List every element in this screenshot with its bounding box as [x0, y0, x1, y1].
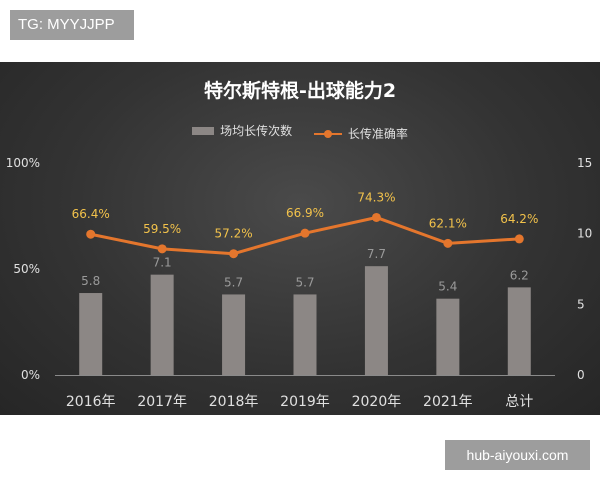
- line-value-label: 66.9%: [286, 206, 324, 220]
- x-axis-tick-label: 2017年: [137, 394, 187, 410]
- line-point: [86, 229, 96, 239]
- bar-value-label: 5.7: [295, 275, 314, 289]
- tag-label: TG: MYYJJPP: [10, 10, 134, 40]
- right-axis-tick-label: 0: [577, 368, 585, 382]
- legend-swatch-line: [313, 129, 342, 138]
- left-axis-tick-label: 50%: [13, 262, 40, 276]
- bar-value-label: 7.1: [153, 256, 172, 270]
- line-value-label: 74.3%: [357, 190, 395, 204]
- bar: [436, 298, 460, 375]
- chart-panel: 特尔斯特根-出球能力2 场均长传次数 长传准确率 100% 50% 0% 15 10 5 0…: [0, 62, 600, 415]
- line-value-label: 62.1%: [429, 216, 467, 230]
- bar: [293, 294, 317, 375]
- line-point: [300, 228, 310, 238]
- x-axis-tick-label: 2020年: [352, 394, 402, 410]
- right-axis-tick-label: 10: [577, 227, 592, 241]
- line-value-label: 59.5%: [143, 222, 181, 236]
- x-axis-tick-label: 2021年: [423, 394, 473, 410]
- x-axis-tick-label: 2016年: [66, 394, 116, 410]
- right-axis-tick-label: 15: [577, 156, 592, 170]
- left-axis-tick-label: 100%: [6, 156, 40, 170]
- bar-value-label: 7.7: [367, 247, 386, 261]
- watermark-label: hub-aiyouxi.com: [445, 440, 590, 470]
- x-axis-tick-label: 2018年: [209, 394, 259, 410]
- line-point: [443, 238, 453, 248]
- line-value-label: 57.2%: [215, 227, 253, 241]
- legend-item-bar: 场均长传次数: [192, 122, 292, 139]
- bar: [79, 293, 103, 375]
- line-point: [371, 212, 381, 222]
- legend-item-line: 长传准确率: [313, 125, 408, 142]
- bar-value-label: 5.8: [81, 274, 100, 288]
- bar-value-label: 6.2: [510, 268, 529, 282]
- x-axis-tick-label: 2019年: [280, 394, 330, 410]
- bar: [150, 274, 174, 375]
- line-point: [157, 244, 167, 254]
- chart-legend: 场均长传次数 长传准确率: [0, 122, 600, 142]
- line-value-label: 64.2%: [500, 212, 538, 226]
- bar: [364, 266, 388, 375]
- chart-plot: 100% 50% 0% 15 10 5 0 5.8 7.1 5.7 5.7 7.7 5.4 6.2 66.4…: [6, 156, 593, 410]
- bar: [222, 294, 246, 375]
- legend-label-line: 长传准确率: [347, 127, 408, 141]
- line-point: [514, 234, 524, 244]
- line-point: [229, 249, 239, 259]
- bar-value-label: 5.4: [438, 280, 457, 294]
- bar-value-label: 5.7: [224, 275, 243, 289]
- legend-swatch-bar: [192, 126, 215, 135]
- legend-label-bar: 场均长传次数: [220, 124, 293, 138]
- x-axis-tick-label: 总计: [505, 394, 533, 410]
- chart-title: 特尔斯特根-出球能力2: [203, 80, 397, 102]
- right-axis-tick-label: 5: [577, 297, 585, 311]
- left-axis-tick-label: 0%: [21, 368, 40, 382]
- line-value-label: 66.4%: [72, 207, 110, 221]
- bar: [507, 287, 531, 375]
